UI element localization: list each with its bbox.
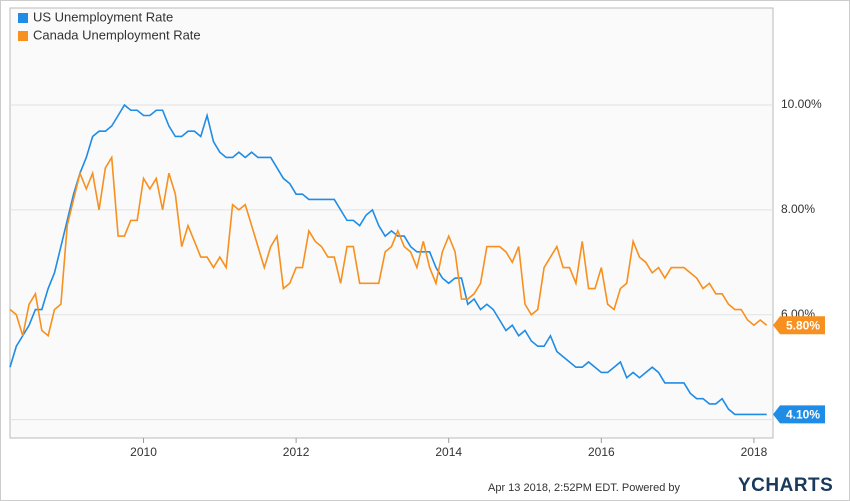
legend-label: Canada Unemployment Rate xyxy=(33,27,201,42)
x-tick-label: 2010 xyxy=(130,445,157,459)
legend-swatch xyxy=(18,31,28,41)
series-line xyxy=(9,154,768,338)
footer: Apr 13 2018, 2:52PM EDT. Powered by xyxy=(488,482,680,494)
end-badge xyxy=(773,316,825,335)
end-label: 5.80% xyxy=(786,318,820,332)
legend-swatch xyxy=(18,13,28,23)
x-tick-label: 2018 xyxy=(741,445,768,459)
lines xyxy=(9,103,768,416)
brand: YCHARTS xyxy=(738,475,833,496)
overlay: 4.10% US Unemployment Rate 5.80% Canada Une… xyxy=(18,9,825,424)
x-tick-label: 2016 xyxy=(588,445,615,459)
end-badge xyxy=(773,405,825,424)
end-label: 4.10% xyxy=(786,408,820,422)
y-tick-label: 8.00% xyxy=(781,202,815,216)
plot-area xyxy=(9,7,774,439)
legend-label: US Unemployment Rate xyxy=(33,9,173,24)
x-tick-label: 2014 xyxy=(435,445,462,459)
x-tick-label: 2012 xyxy=(283,445,310,459)
y-tick-label: 10.00% xyxy=(781,97,822,111)
series-line xyxy=(9,103,767,416)
